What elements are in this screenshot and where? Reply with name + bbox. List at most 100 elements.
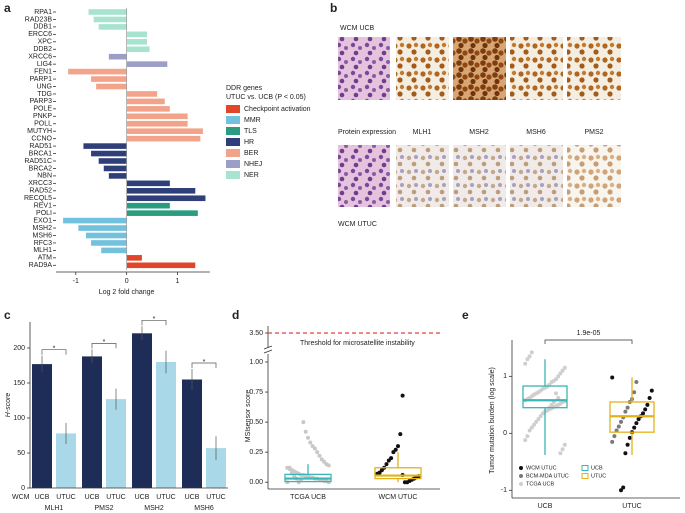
pvalue-bracket bbox=[544, 339, 633, 344]
bar bbox=[126, 31, 147, 38]
bar bbox=[101, 247, 127, 254]
point bbox=[614, 428, 619, 433]
y-tick-label: 1 bbox=[503, 373, 507, 380]
bar bbox=[126, 210, 198, 216]
tissue-image bbox=[567, 37, 621, 100]
bar bbox=[126, 195, 206, 202]
bar bbox=[126, 39, 147, 45]
point bbox=[536, 417, 541, 422]
y-tick-label: CCNO bbox=[31, 135, 52, 142]
panel-b: b WCM UCB Protein expression MLH1 MSH2 M… bbox=[330, 1, 621, 228]
x-tick-label: MLH1 bbox=[45, 505, 64, 512]
panel-letter: d bbox=[232, 308, 239, 322]
legend-marker bbox=[519, 482, 523, 486]
y-tick-label: DDB1 bbox=[33, 24, 52, 31]
bar bbox=[103, 165, 127, 172]
bar bbox=[78, 225, 127, 231]
legend-label: BCM-MDA UTUC bbox=[526, 473, 569, 479]
point bbox=[527, 428, 532, 433]
y-tick-label: PNKP bbox=[33, 113, 52, 120]
point bbox=[632, 425, 637, 430]
bar bbox=[126, 46, 150, 53]
bar bbox=[126, 98, 165, 105]
legend-swatch bbox=[226, 127, 240, 135]
axis-break bbox=[263, 345, 273, 354]
x-tick-label: MSH2 bbox=[144, 505, 164, 512]
significance-label: * bbox=[203, 359, 206, 366]
legend-swatch bbox=[581, 465, 589, 471]
legend-swatch bbox=[226, 138, 240, 146]
bar-label: UTUC bbox=[156, 494, 175, 501]
y-tick-label: 0 bbox=[503, 430, 507, 437]
bar bbox=[91, 76, 127, 82]
bar bbox=[182, 379, 202, 488]
point bbox=[287, 465, 292, 470]
point bbox=[612, 434, 617, 439]
legend-marker bbox=[519, 474, 523, 478]
bar bbox=[68, 68, 127, 75]
panel-letter: e bbox=[462, 308, 469, 322]
y-tick-label: RAD9A bbox=[29, 262, 53, 269]
legend-title: DDR genes bbox=[226, 85, 263, 92]
point bbox=[319, 457, 324, 462]
point bbox=[632, 390, 637, 395]
legend-subtitle: UTUC vs. UCB (P < 0.05) bbox=[226, 94, 306, 101]
bar bbox=[126, 61, 168, 67]
legend-swatch bbox=[226, 149, 240, 157]
y-tick-label: UNG bbox=[36, 83, 52, 90]
y-tick-label: 150 bbox=[13, 380, 25, 387]
bar bbox=[63, 217, 127, 224]
pvalue-label: 1.9e-05 bbox=[577, 330, 601, 337]
legend-swatch bbox=[226, 160, 240, 168]
bar bbox=[32, 364, 52, 488]
y-tick-label: FEN1 bbox=[34, 68, 52, 75]
point bbox=[625, 405, 630, 410]
significance-bracket bbox=[141, 319, 167, 326]
point bbox=[558, 371, 563, 376]
point bbox=[554, 391, 558, 396]
legend-swatch bbox=[226, 171, 240, 179]
point bbox=[534, 419, 539, 424]
bar bbox=[126, 128, 203, 134]
bar-label: UTUC bbox=[56, 494, 75, 501]
point bbox=[525, 434, 530, 439]
point bbox=[643, 407, 648, 412]
legend-label: MMR bbox=[244, 117, 261, 124]
legend-label: NER bbox=[244, 172, 259, 179]
tissue-image bbox=[453, 145, 506, 207]
point bbox=[292, 474, 297, 479]
point bbox=[398, 432, 403, 437]
bar-label: UCB bbox=[85, 494, 100, 501]
point bbox=[562, 365, 567, 370]
bar bbox=[106, 399, 126, 488]
point bbox=[310, 444, 315, 449]
point bbox=[532, 422, 536, 427]
point bbox=[623, 451, 628, 456]
y-tick-label: 50 bbox=[17, 450, 25, 457]
point bbox=[649, 388, 654, 393]
point bbox=[562, 442, 567, 447]
bar bbox=[108, 53, 127, 60]
bar bbox=[126, 135, 201, 142]
x-tick-label: PMS2 bbox=[94, 505, 113, 512]
y-tick-label: POLE bbox=[33, 106, 52, 113]
point bbox=[560, 368, 565, 373]
point bbox=[616, 424, 621, 429]
bar bbox=[93, 16, 127, 23]
y-tick-label: PARP3 bbox=[30, 98, 53, 105]
y-tick-label: RECQL5 bbox=[24, 195, 52, 202]
x-tick-label: -1 bbox=[73, 278, 79, 285]
significance-label: * bbox=[53, 346, 56, 353]
y-axis-label: Tumor mutation burden (log scale) bbox=[489, 367, 496, 474]
y-tick-label: XPC bbox=[38, 39, 52, 46]
box bbox=[374, 467, 422, 480]
y-tick-label: 3.50 bbox=[249, 330, 263, 337]
point bbox=[538, 414, 543, 419]
point bbox=[558, 451, 563, 456]
x-tick-label: WCM UTUC bbox=[379, 494, 418, 501]
bar bbox=[96, 83, 127, 90]
threshold-label: Threshold for microsatellite instability bbox=[300, 340, 415, 347]
y-tick-label: XRCC6 bbox=[28, 54, 52, 61]
significance-bracket bbox=[41, 349, 67, 355]
